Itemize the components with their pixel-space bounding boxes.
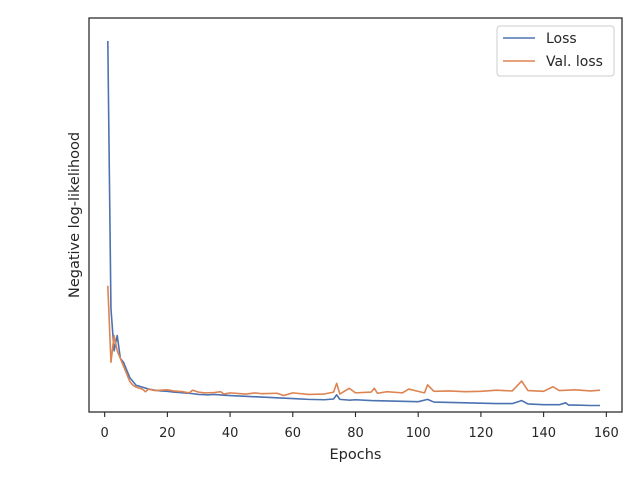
x-axis-label: Epochs (330, 447, 382, 463)
x-tick-label: 120 (468, 426, 493, 441)
legend: Loss Val. loss (496, 25, 615, 77)
legend-label-loss: Loss (546, 31, 577, 47)
x-tick-label: 0 (101, 426, 109, 441)
x-axis-ticks: 0 20 40 60 80 100 120 140 160 (101, 412, 619, 441)
x-tick-label: 140 (531, 426, 556, 441)
plot-background (89, 18, 622, 412)
x-tick-label: 100 (406, 426, 431, 441)
y-axis-label: Negative log-likelihood (67, 132, 83, 298)
x-tick-label: 160 (594, 426, 619, 441)
x-tick-label: 40 (222, 426, 239, 441)
x-tick-label: 60 (285, 426, 302, 441)
x-tick-label: 20 (159, 426, 176, 441)
series-line-loss (107, 40, 601, 407)
series-line-val-loss (107, 285, 601, 397)
legend-label-val-loss: Val. loss (546, 54, 603, 70)
series-layer (107, 40, 601, 407)
x-tick-label: 80 (347, 426, 364, 441)
